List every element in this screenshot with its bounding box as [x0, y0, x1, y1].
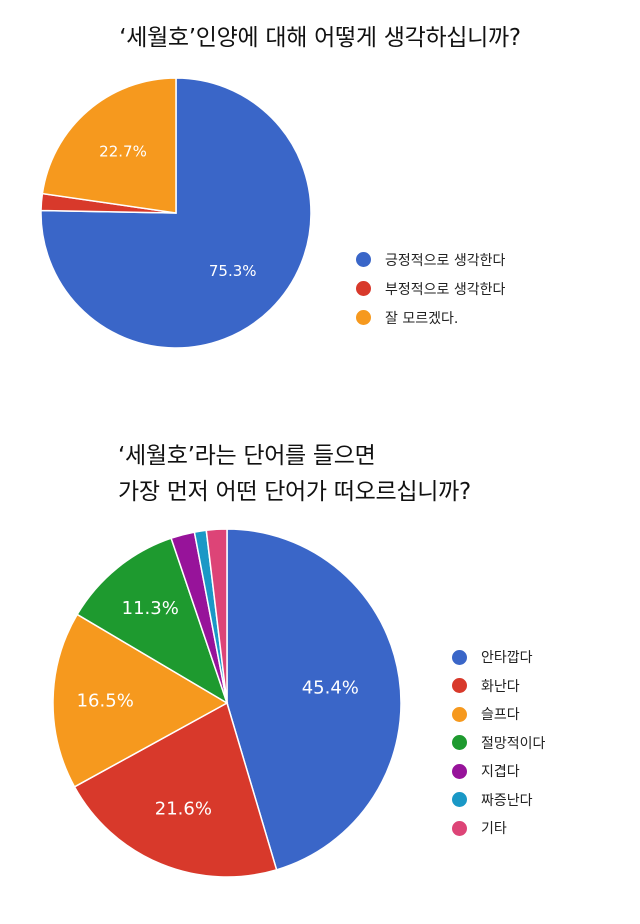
chart-title: ‘세월호’라는 단어를 들으면: [118, 443, 376, 469]
pie-slice-7: [205, 528, 228, 704]
legend-item: 기타: [452, 814, 545, 843]
legend-item: 잘 모르겠다.: [356, 303, 505, 332]
legend-item: 지겹다: [452, 757, 545, 786]
legend-item: 긍정적으로 생각한다: [356, 245, 505, 274]
pie-slice-3: [52, 613, 229, 788]
legend-item: 절망적이다: [452, 729, 545, 758]
legend-swatch: [452, 678, 467, 694]
legend-swatch: [356, 281, 371, 296]
chart-title: ‘세월호’인양에 대해 어떻게 생각하십니까?: [119, 25, 521, 51]
legend-label: 절망적이다: [481, 735, 546, 752]
chart-title-block: ‘세월호’라는 단어를 들으면 가장 먼저 어떤 단어가 떠오르십니까?: [118, 438, 471, 510]
pie-chart: 45.4% 21.6% 16.5% 11.3%: [52, 528, 402, 878]
pie-chart: 75.3% 22.7%: [40, 77, 312, 349]
legend-swatch: [356, 310, 371, 325]
slice-data-label-3: 22.7%: [99, 143, 147, 161]
pie-slice-4: [76, 537, 229, 705]
legend-label: 잘 모르겠다.: [385, 310, 459, 327]
legend-swatch: [452, 735, 467, 751]
slice-data-label-1: 45.4%: [302, 677, 359, 698]
legend-label: 슬프다: [481, 707, 520, 724]
chart-subtitle: 가장 먼저 어떤 단어가 떠오르십니까?: [118, 479, 471, 505]
slice-data-label-2: 21.6%: [155, 799, 212, 820]
chart-1: ‘세월호’인양에 대해 어떻게 생각하십니까? 75.3% 22.7% 긍정적으로…: [0, 0, 640, 380]
pie-slice-3: [41, 77, 177, 214]
legend-swatch: [356, 252, 371, 267]
legend-swatch: [452, 706, 467, 722]
legend-swatch: [452, 649, 467, 665]
pie-slice-2: [73, 701, 278, 878]
legend-item: 안타깝다: [452, 643, 545, 672]
legend-label: 긍정적으로 생각한다: [385, 252, 506, 269]
slice-data-label-1: 75.3%: [209, 262, 257, 280]
legend-label: 부정적으로 생각한다: [385, 281, 506, 298]
legend-item: 화난다: [452, 672, 545, 701]
legend-item: 짜증난다: [452, 786, 545, 815]
legend-swatch: [452, 792, 467, 808]
legend-label: 화난다: [481, 678, 520, 695]
legend-swatch: [452, 763, 467, 779]
legend-label: 지겹다: [481, 764, 520, 781]
legend-swatch: [452, 820, 467, 836]
legend-item: 부정적으로 생각한다: [356, 274, 505, 303]
legend-label: 기타: [481, 821, 507, 838]
legend-item: 슬프다: [452, 700, 545, 729]
slice-data-label-4: 11.3%: [122, 598, 179, 619]
pie-slice-1: [226, 528, 402, 871]
slice-data-label-3: 16.5%: [77, 691, 134, 712]
legend-label: 짜증난다: [481, 792, 533, 809]
legend-label: 안타깝다: [481, 650, 533, 667]
chart-2: ‘세월호’라는 단어를 들으면 가장 먼저 어떤 단어가 떠오르십니까? 45.…: [0, 430, 640, 924]
